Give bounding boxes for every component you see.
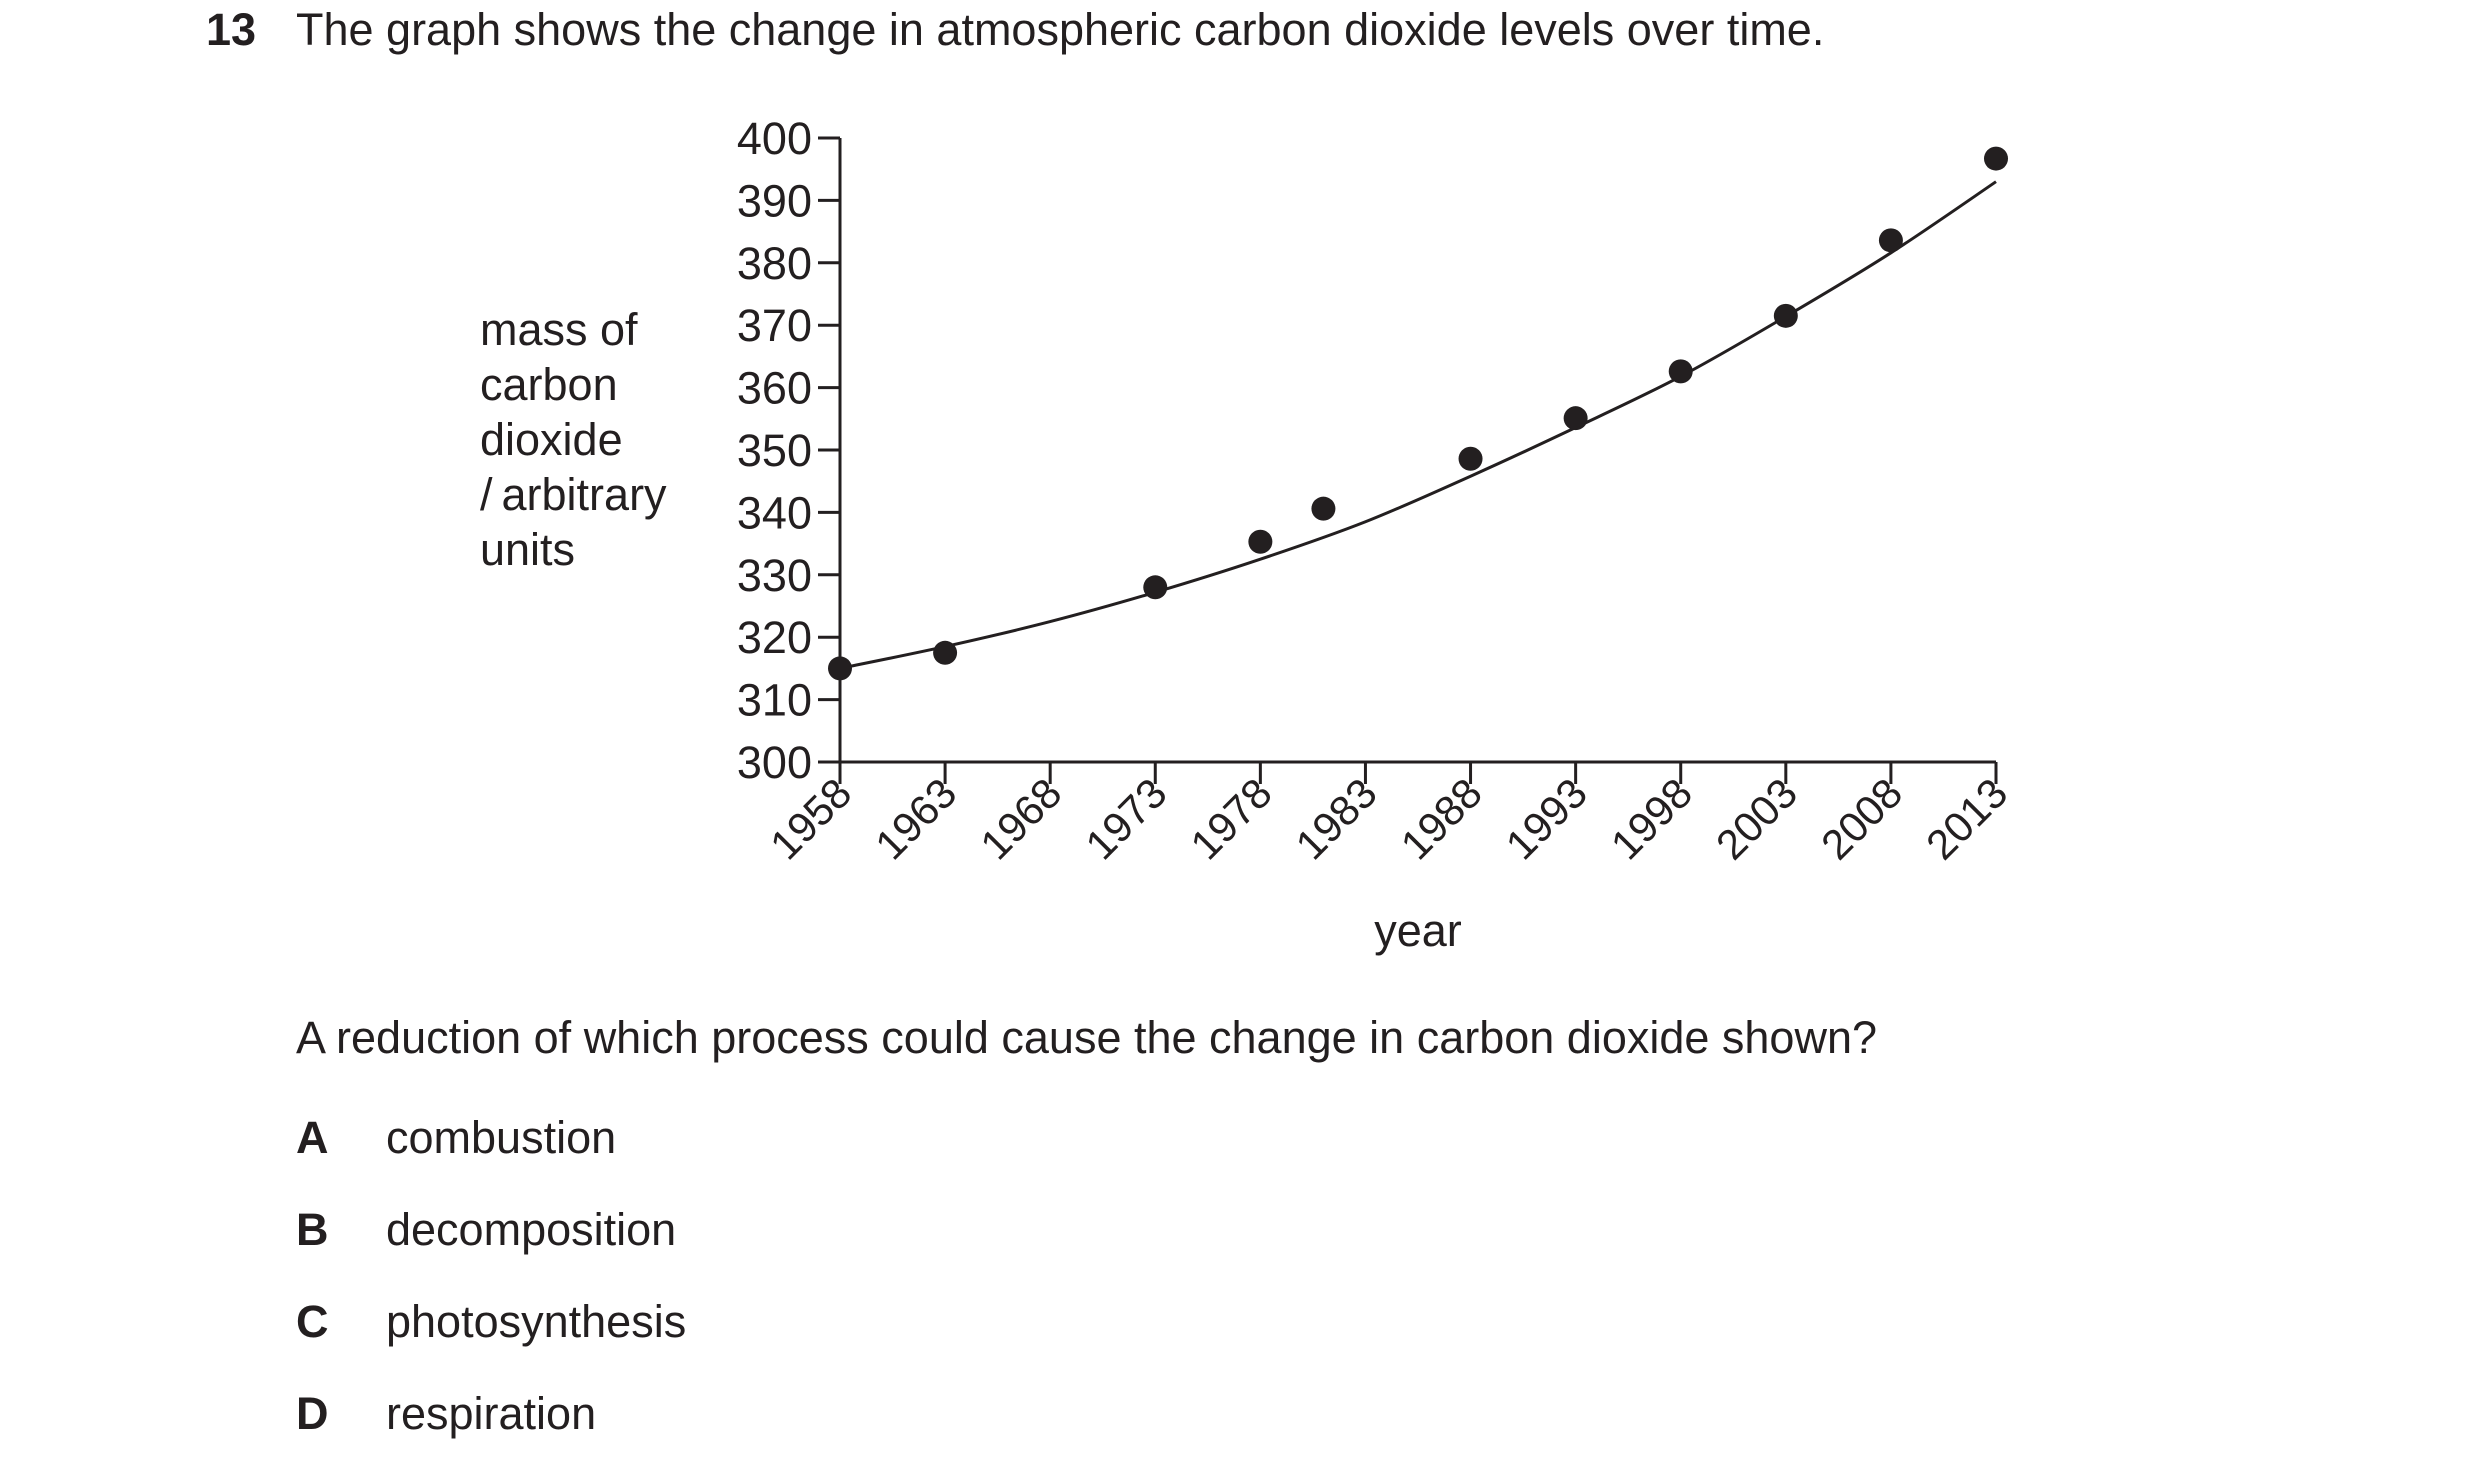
x-tick-label: 1998 — [1602, 769, 1701, 868]
y-tick-label: 340 — [737, 487, 812, 538]
x-tick-label: 1978 — [1181, 769, 1280, 868]
y-ticks: 300 310 320 330 340 350 360 370 380 390 400 — [737, 113, 840, 788]
data-point — [1248, 529, 1273, 554]
data-point — [1773, 303, 1798, 328]
x-ticks: 1958 1963 1968 1973 1978 1983 1988 1993 1998 2003… — [761, 762, 2016, 868]
y-tick-label: 320 — [737, 612, 812, 663]
option-a-text: combustion — [386, 1112, 617, 1163]
question-stem: The graph shows the change in atmospheri… — [296, 4, 1825, 55]
x-tick-label: 1988 — [1392, 769, 1491, 868]
trend-curve — [839, 180, 1997, 670]
y-axis-label: mass of carbon dioxide / arbitrary units — [480, 302, 667, 577]
option-b-text: decomposition — [386, 1204, 677, 1255]
y-tick-label: 360 — [737, 363, 812, 414]
option-d-letter: D — [296, 1388, 329, 1439]
option-a-letter: A — [296, 1112, 329, 1163]
y-tick-label: 370 — [737, 300, 812, 351]
data-point — [1311, 496, 1336, 521]
co2-chart: 300 310 320 330 340 350 360 370 380 390 400 1958 19… — [737, 113, 2016, 956]
x-axis-label: year — [1374, 905, 1462, 956]
y-tick-label: 380 — [737, 238, 812, 289]
data-point — [933, 640, 958, 665]
y-tick-label: 330 — [737, 550, 812, 601]
y-axis-label-line: dioxide — [480, 414, 623, 465]
data-point — [1563, 406, 1588, 431]
x-tick-label: 1973 — [1076, 769, 1175, 868]
y-tick-label: 400 — [737, 113, 812, 164]
y-tick-label: 310 — [737, 675, 812, 726]
option-d-text: respiration — [386, 1388, 597, 1439]
y-axis-label-line: units — [480, 524, 576, 575]
option-c-letter: C — [296, 1296, 329, 1347]
data-point — [1984, 146, 2008, 171]
x-tick-label: 1983 — [1287, 769, 1386, 868]
y-tick-label: 300 — [737, 737, 812, 788]
question-number: 13 — [206, 4, 257, 55]
y-axis-label-line: mass of — [480, 304, 638, 355]
y-tick-label: 350 — [737, 425, 812, 476]
question-prompt: A reduction of which process could cause… — [296, 1012, 1877, 1063]
y-axis-label-line: / arbitrary — [480, 469, 667, 520]
data-points — [828, 146, 2008, 681]
y-axis-label-line: carbon — [480, 359, 618, 410]
data-point — [1143, 575, 1168, 600]
option-b-letter: B — [296, 1204, 329, 1255]
x-tick-label: 2008 — [1812, 769, 1911, 868]
data-point — [1668, 359, 1693, 384]
y-tick-label: 390 — [737, 175, 812, 226]
x-tick-label: 1993 — [1497, 769, 1596, 868]
x-tick-label: 1963 — [866, 769, 965, 868]
data-point — [1458, 446, 1483, 471]
data-point — [1878, 228, 1903, 253]
x-tick-label: 1968 — [971, 769, 1070, 868]
x-tick-label: 2003 — [1707, 769, 1806, 868]
x-tick-label: 2013 — [1917, 769, 2016, 868]
data-point — [828, 656, 852, 681]
option-c-text: photosynthesis — [386, 1296, 687, 1347]
